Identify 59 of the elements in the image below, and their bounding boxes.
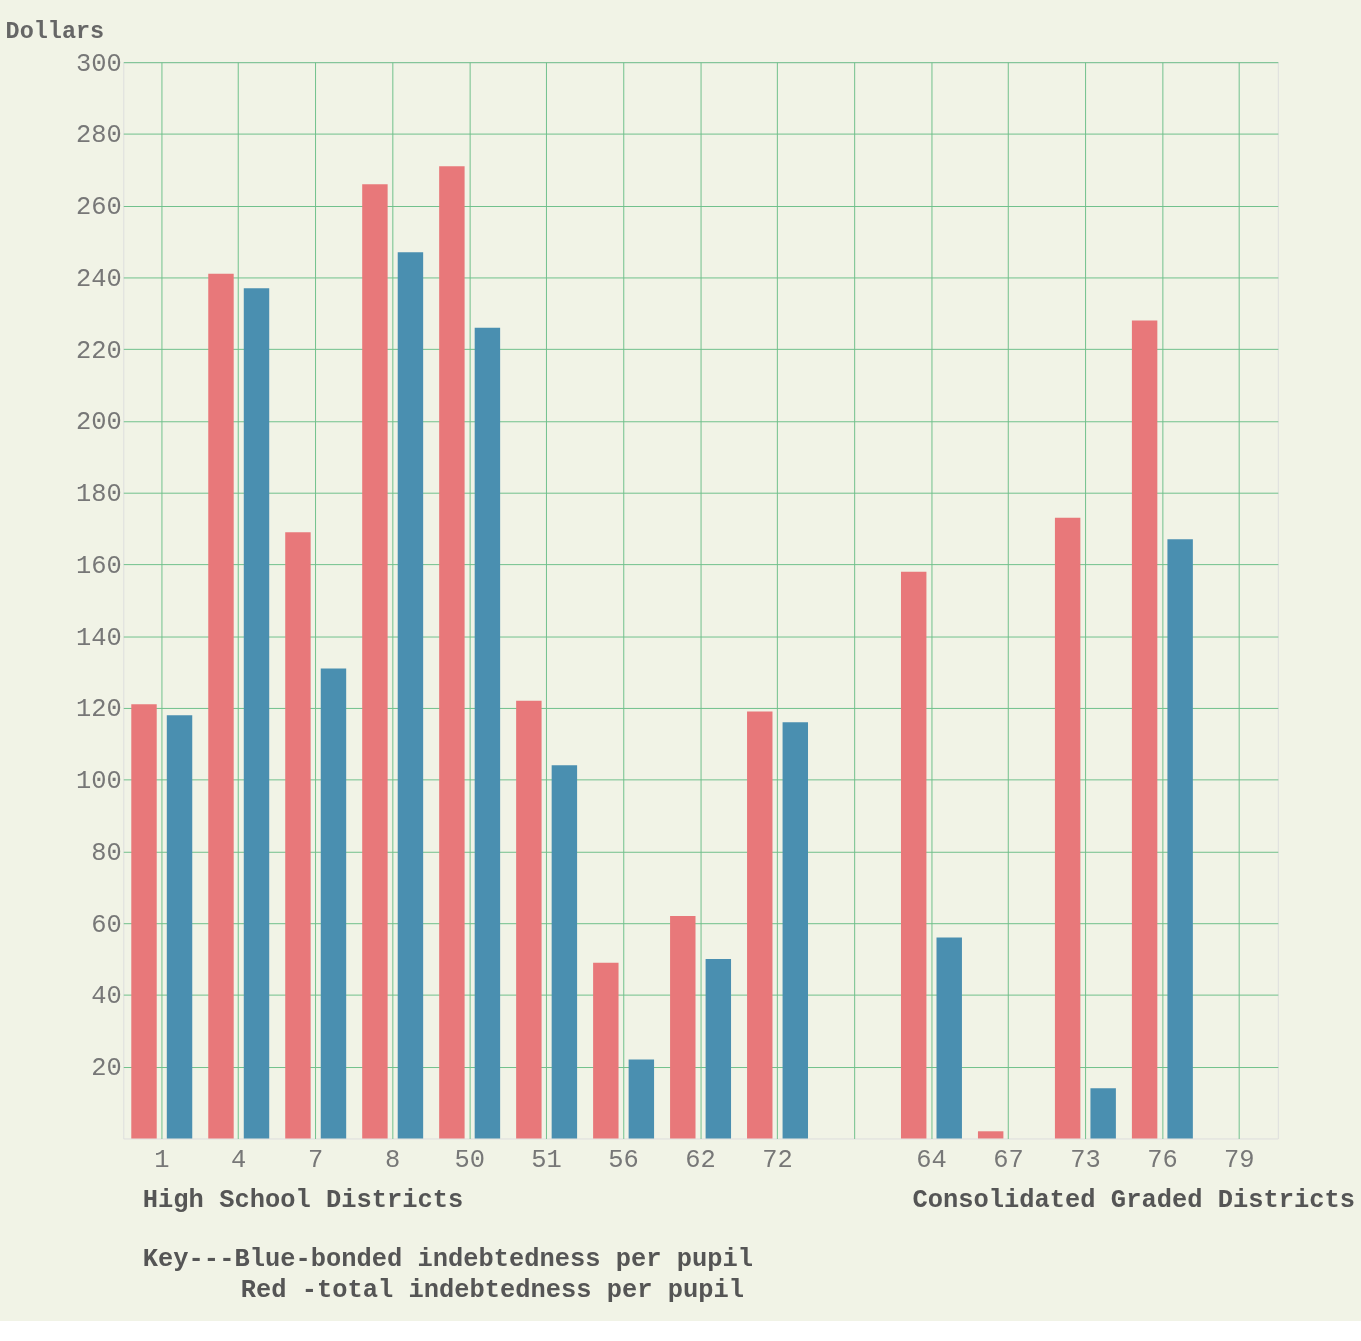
bar xyxy=(936,937,962,1139)
bar xyxy=(628,1059,655,1139)
y-tick-label: 160 xyxy=(76,551,122,581)
x-tick-label: 7 xyxy=(308,1146,324,1176)
bar xyxy=(320,668,347,1139)
bar xyxy=(516,700,542,1139)
bar xyxy=(1131,320,1158,1139)
y-tick-label: 80 xyxy=(91,838,122,868)
bar xyxy=(1167,539,1193,1139)
y-axis-title: Dollars xyxy=(5,18,105,46)
bar xyxy=(551,765,578,1139)
x-tick-label: 50 xyxy=(454,1146,485,1176)
x-tick-label: 62 xyxy=(685,1146,716,1176)
y-tick-label: 280 xyxy=(76,121,122,151)
y-tick-label: 20 xyxy=(91,1054,122,1084)
bar xyxy=(166,715,193,1139)
y-tick-label: 180 xyxy=(76,480,122,510)
x-tick-label: 4 xyxy=(231,1146,247,1176)
bar xyxy=(285,532,311,1139)
bar xyxy=(131,704,157,1139)
bar xyxy=(439,166,465,1139)
bar xyxy=(397,252,424,1139)
y-tick-label: 140 xyxy=(76,623,122,653)
y-tick-label: 300 xyxy=(76,49,122,79)
y-tick-label: 120 xyxy=(76,695,122,725)
bar xyxy=(1090,1088,1116,1139)
y-tick-label: 40 xyxy=(91,982,122,1012)
bar xyxy=(782,722,809,1139)
bar xyxy=(208,273,234,1139)
x-tick-label: 64 xyxy=(916,1146,947,1176)
text: High School Districts xyxy=(142,1185,464,1215)
bar xyxy=(362,184,388,1139)
bar xyxy=(977,1131,1004,1139)
x-tick-label: 73 xyxy=(1070,1146,1101,1176)
bar xyxy=(670,916,696,1139)
y-tick-label: 220 xyxy=(76,336,122,366)
bar xyxy=(705,959,732,1139)
bar xyxy=(900,571,927,1139)
bar xyxy=(474,327,501,1139)
text: Consolidated Graded Districts xyxy=(912,1185,1355,1215)
y-tick-label: 260 xyxy=(76,193,122,223)
bar xyxy=(243,288,270,1139)
y-tick-label: 100 xyxy=(76,767,122,797)
x-tick-label: 8 xyxy=(385,1146,401,1176)
y-tick-label: 60 xyxy=(91,910,122,940)
y-tick-label: 240 xyxy=(76,264,122,294)
x-tick-label: 76 xyxy=(1147,1146,1178,1176)
x-tick-label: 79 xyxy=(1224,1146,1255,1176)
x-tick-label: 67 xyxy=(993,1146,1024,1176)
text: Red -total indebtedness per pupil xyxy=(240,1275,745,1305)
x-tick-label: 1 xyxy=(154,1146,170,1176)
y-tick-label: 200 xyxy=(76,408,122,438)
x-tick-label: 56 xyxy=(608,1146,639,1176)
bar xyxy=(1054,517,1081,1139)
bar xyxy=(747,711,773,1139)
x-tick-label: 51 xyxy=(531,1146,562,1176)
text: Key---Blue-bonded indebtedness per pupil xyxy=(142,1244,754,1274)
bar xyxy=(593,962,619,1139)
x-tick-label: 72 xyxy=(762,1146,793,1176)
